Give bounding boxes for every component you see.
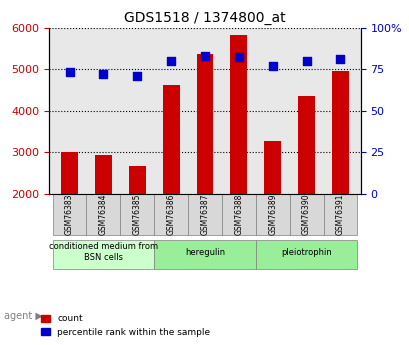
FancyBboxPatch shape <box>323 194 357 235</box>
Bar <box>297 96 314 194</box>
FancyBboxPatch shape <box>188 194 221 235</box>
Text: conditioned medium from
BSN cells: conditioned medium from BSN cells <box>49 243 157 262</box>
Text: pleiotrophin: pleiotrophin <box>281 248 331 257</box>
Point <box>303 58 309 63</box>
Point <box>66 70 73 75</box>
Bar <box>128 166 145 194</box>
Bar <box>196 54 213 194</box>
Text: GSM76384: GSM76384 <box>99 194 108 235</box>
FancyBboxPatch shape <box>289 194 323 235</box>
Bar <box>162 85 179 194</box>
Point <box>167 58 174 63</box>
Point <box>201 53 208 59</box>
Point <box>235 55 242 60</box>
Bar <box>230 35 247 194</box>
FancyBboxPatch shape <box>86 194 120 235</box>
Text: GSM76388: GSM76388 <box>234 194 243 235</box>
Text: GSM76389: GSM76389 <box>267 194 276 235</box>
Point <box>134 73 140 79</box>
Text: GSM76387: GSM76387 <box>200 194 209 235</box>
FancyBboxPatch shape <box>120 194 154 235</box>
Text: heregulin: heregulin <box>184 248 225 257</box>
Point <box>100 71 106 77</box>
FancyBboxPatch shape <box>255 240 357 269</box>
Text: GSM76385: GSM76385 <box>133 194 142 235</box>
Text: GSM76390: GSM76390 <box>301 194 310 235</box>
FancyBboxPatch shape <box>154 240 255 269</box>
Bar <box>331 71 348 194</box>
Text: GSM76383: GSM76383 <box>65 194 74 235</box>
Point <box>336 56 343 62</box>
Text: GSM76386: GSM76386 <box>166 194 175 235</box>
Text: agent ▶: agent ▶ <box>4 311 43 321</box>
FancyBboxPatch shape <box>255 194 289 235</box>
Legend: count, percentile rank within the sample: count, percentile rank within the sample <box>37 311 213 341</box>
FancyBboxPatch shape <box>52 240 154 269</box>
Bar <box>95 156 112 194</box>
Bar <box>264 140 281 194</box>
FancyBboxPatch shape <box>221 194 255 235</box>
Point <box>269 63 275 69</box>
FancyBboxPatch shape <box>154 194 188 235</box>
Text: GSM76391: GSM76391 <box>335 194 344 235</box>
Bar <box>61 152 78 194</box>
FancyBboxPatch shape <box>52 194 86 235</box>
Title: GDS1518 / 1374800_at: GDS1518 / 1374800_at <box>124 11 285 25</box>
